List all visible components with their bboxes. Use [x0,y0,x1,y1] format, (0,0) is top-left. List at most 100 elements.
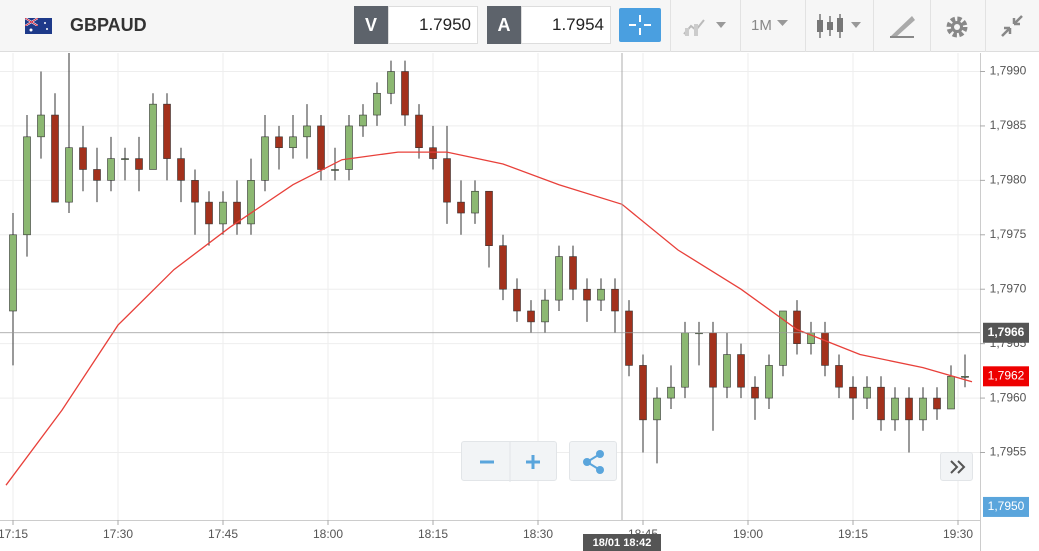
moving-average-line [5,151,973,486]
flag-icon [25,18,52,34]
candle-body [625,310,633,366]
candle-body [947,376,955,410]
separator [873,0,874,52]
separator [740,0,741,52]
crosshair-price-label: 1,7966 [988,325,1025,339]
candle-body [387,71,395,94]
candle-body [415,114,423,149]
x-tick-label: 17:45 [208,527,238,541]
candle-body [569,256,577,290]
candle-body [555,256,563,301]
candle-body [681,332,689,388]
last-price-box [983,366,1029,387]
candle-body [247,180,255,225]
separator [805,0,806,52]
x-tick-label: 19:00 [733,527,763,541]
dropdown-arrow [777,20,788,26]
candle-body [289,136,297,149]
candle-body [779,310,787,366]
candle-body [891,397,899,421]
candle-body [877,386,885,421]
candle-body [835,365,843,388]
candle-body [765,365,773,399]
candle-body [345,125,353,170]
scroll-to-end-button[interactable] [940,452,973,481]
candle-body [611,288,619,312]
y-tick-label: 1,7975 [990,227,1027,241]
candle-body [597,288,605,301]
candle-body [443,158,451,203]
candle-body [219,201,227,225]
candle-body [331,169,339,171]
toolbar: GBPAUD V 1.7950 A 1.7954 1M [0,0,1039,52]
y-tick-label: 1,7955 [990,445,1027,459]
minimize-button[interactable] [999,13,1025,39]
candle-body [513,288,521,312]
candle-body [905,397,913,421]
candle-body [163,103,171,159]
y-tick-label: 1,7960 [990,390,1027,404]
y-tick-label: 1,7990 [990,64,1027,78]
candle-body [303,125,311,138]
candle-body [499,245,507,290]
candle-body [65,147,73,203]
scale-low-box [983,496,1029,517]
candle-body [177,158,185,181]
candle-body [401,71,409,116]
crosshair-price-box [983,322,1029,343]
zoom-out-button[interactable] [461,441,509,481]
candle-body [233,201,241,225]
candle-body [849,386,857,399]
timeframe-button[interactable]: 1M [751,17,772,34]
candle-body [107,158,115,181]
candle-body [737,354,745,388]
candle-body [471,190,479,214]
ask-price[interactable]: 1.7954 [521,6,611,44]
candle-body [653,397,661,421]
x-tick-label: 17:15 [0,527,28,541]
candle-body [37,114,45,138]
candle-body [373,92,381,116]
price-axis-background [980,53,1039,551]
candle-body [583,288,591,301]
candle-body [135,158,143,170]
candle-body [275,136,283,149]
x-tick-label: 17:30 [103,527,133,541]
bid-label: V [354,6,388,44]
x-tick-label: 19:30 [943,527,973,541]
y-tick-label: 1,7980 [990,173,1027,187]
bid-price[interactable]: 1.7950 [388,6,478,44]
crosshair-time-box [583,534,661,551]
candle-body [961,376,969,378]
candle-body [709,332,717,388]
candle-body [541,299,549,323]
indicators-button[interactable] [682,14,730,38]
candle-body [919,397,927,421]
candle-body [359,114,367,127]
candle-body [79,147,87,170]
x-tick-label: 19:15 [838,527,868,541]
drawing-tools-button[interactable] [887,12,917,40]
candle-body [751,386,759,399]
candle-body [149,103,157,170]
separator [930,0,931,52]
candle-body [933,397,941,410]
plot-area [0,53,980,520]
share-button[interactable] [569,441,617,481]
candle-body [9,234,17,312]
ask-label: A [487,6,521,44]
candle-body [863,386,871,399]
candle-body [23,136,31,236]
crosshair-button[interactable] [619,8,661,42]
zoom-in-button[interactable] [509,441,557,481]
scale-low-label: 1,7950 [988,499,1025,513]
axes: 17:1517:3017:4518:0018:1518:3018:4519:00… [0,64,1029,551]
candle-body [457,201,465,214]
candle-body [639,365,647,421]
candle-body [121,158,129,160]
chart-type-button[interactable] [815,12,865,40]
candle-body [261,136,269,181]
settings-button[interactable] [944,14,970,40]
